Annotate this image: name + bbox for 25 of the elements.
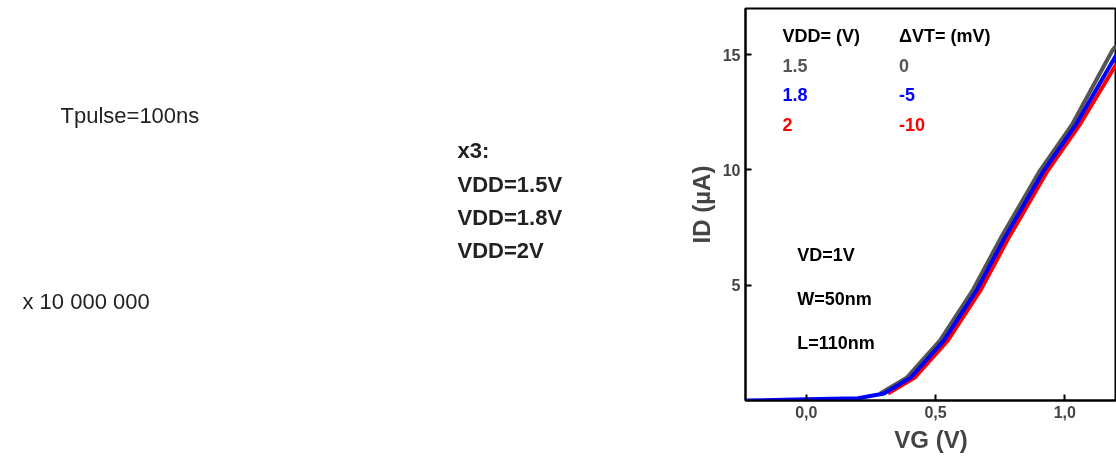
text: 1.5 — [782, 55, 808, 76]
annotation: W=50nm — [797, 289, 872, 310]
y-axis-title: ID (µA) — [687, 165, 715, 244]
annotation: -10 — [898, 114, 925, 135]
legend-title: VDD= (V) — [782, 25, 861, 46]
text: 2 — [782, 114, 793, 135]
text: Tpulse=100ns — [60, 102, 200, 128]
annotation: VD=1V — [797, 245, 855, 266]
x-axis-title: VG (V) — [894, 425, 968, 453]
text: x 10 000 000 — [22, 288, 150, 314]
x-tick-label: 1,0 — [1053, 403, 1077, 421]
text: VDD=2V — [457, 238, 545, 264]
text: 1.8 — [782, 85, 808, 106]
y-tick-label: 10 — [722, 161, 741, 179]
y-tick-label: 15 — [722, 46, 741, 64]
annotation: -5 — [898, 85, 915, 106]
x-tick-label: 0,0 — [795, 403, 818, 421]
annotation: 0 — [898, 55, 909, 76]
text: x3: — [457, 138, 490, 164]
x-tick-label: 0,5 — [924, 403, 947, 421]
text: VDD=1.8V — [457, 204, 563, 230]
text: VDD=1.5V — [457, 171, 563, 197]
annotation: L=110nm — [797, 332, 875, 353]
annotation: ΔVT= (mV) — [898, 25, 991, 46]
y-tick-label: 5 — [731, 277, 741, 295]
